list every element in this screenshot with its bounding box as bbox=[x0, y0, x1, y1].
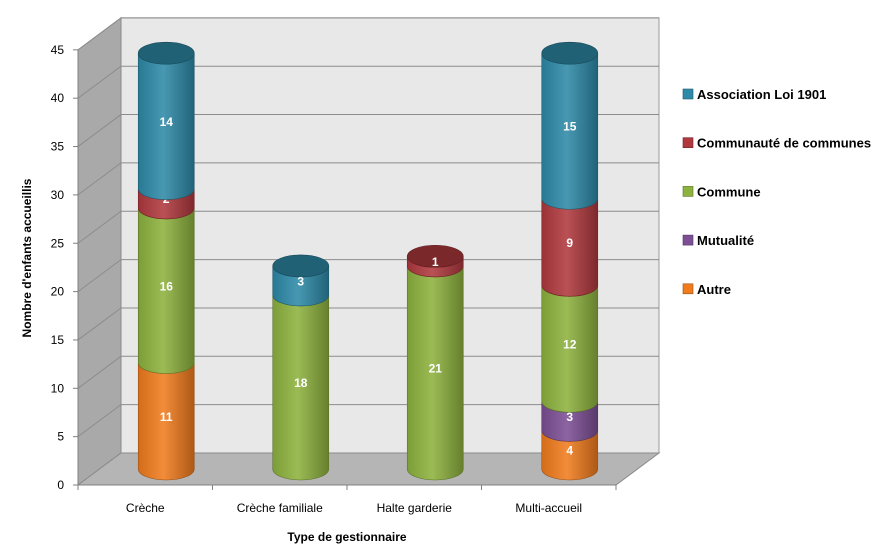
y-tick-label: 40 bbox=[51, 91, 65, 105]
data-label: 1 bbox=[432, 255, 439, 269]
legend-swatch bbox=[682, 186, 694, 197]
data-label: 21 bbox=[429, 361, 443, 375]
gridline bbox=[77, 17, 659, 51]
data-label: 11 bbox=[160, 410, 173, 424]
legend-item-communaute-de-communes: Communauté de communes bbox=[682, 136, 871, 151]
plot-area: 11 16 21 4 18 3 21 1 4 3 12 9 15 bbox=[137, 41, 599, 481]
x-tick-label: Multi-accueil bbox=[515, 501, 582, 515]
gridline bbox=[77, 114, 659, 147]
legend-label: Mutualité bbox=[697, 233, 754, 248]
legend-swatch bbox=[682, 88, 694, 100]
legend-item-commune: Commune bbox=[682, 184, 761, 199]
y-axis: 0 5 10 15 20 25 30 35 40 45 bbox=[51, 43, 79, 492]
x-tick-label: Halte garderie bbox=[377, 501, 453, 515]
data-label: 14 bbox=[160, 115, 174, 129]
bar-halte-garderie-communaute-de-communes-top bbox=[406, 244, 464, 268]
gridline bbox=[77, 404, 659, 438]
bar-creche-familiale-association-loi-1901-top bbox=[272, 254, 330, 278]
legend-label: Commune bbox=[697, 184, 761, 199]
legend-label: Autre bbox=[697, 282, 731, 297]
y-tick-label: 0 bbox=[57, 478, 64, 492]
side-wall bbox=[77, 16, 122, 486]
y-tick-label: 15 bbox=[51, 333, 65, 347]
y-axis-title: Nombre d'enfants accueillis bbox=[20, 178, 34, 337]
legend-item-autre: Autre bbox=[682, 282, 731, 297]
legend-swatch bbox=[682, 234, 694, 246]
y-tick-label: 30 bbox=[51, 188, 65, 202]
x-axis-title: Type de gestionnaire bbox=[287, 530, 406, 544]
gridline bbox=[77, 355, 659, 389]
data-label: 3 bbox=[297, 274, 304, 288]
bar-stack-halte-garderie: 21 1 bbox=[406, 244, 464, 481]
bar-creche-association-loi-1901-top bbox=[137, 41, 195, 65]
legend-item-association-loi-1901: Association Loi 1901 bbox=[682, 87, 826, 102]
y-tick-label: 45 bbox=[51, 43, 65, 57]
x-tick-label: Crèche bbox=[126, 501, 165, 515]
data-label: 15 bbox=[563, 120, 577, 134]
legend-item-mutualite: Mutualité bbox=[682, 233, 754, 248]
legend-swatch bbox=[682, 283, 694, 295]
x-tick-label: Crèche familiale bbox=[237, 501, 323, 515]
y-tick-label: 10 bbox=[51, 381, 65, 395]
data-label: 4 bbox=[566, 444, 573, 458]
legend: Association Loi 1901 Communauté de commun… bbox=[682, 87, 871, 297]
gridline bbox=[77, 210, 659, 244]
data-label: 9 bbox=[566, 236, 573, 250]
legend-label: Association Loi 1901 bbox=[697, 87, 826, 102]
y-tick-label: 35 bbox=[51, 140, 65, 154]
x-axis: Crèche Crèche familiale Halte garderie Mult… bbox=[77, 484, 617, 515]
legend-label: Communauté de communes bbox=[697, 136, 871, 151]
gridlines bbox=[77, 17, 659, 438]
y-tick-label: 25 bbox=[51, 236, 65, 250]
data-label: 18 bbox=[294, 376, 308, 390]
legend-swatch bbox=[682, 137, 694, 148]
data-label: 3 bbox=[566, 410, 573, 424]
gridline bbox=[77, 259, 659, 293]
data-label: 16 bbox=[160, 279, 174, 293]
data-label: 12 bbox=[563, 337, 577, 351]
gridline bbox=[77, 307, 659, 341]
bar-stack-creche: 1116214 bbox=[137, 41, 195, 481]
gridline bbox=[77, 162, 659, 196]
y-tick-label: 5 bbox=[57, 430, 64, 444]
bar-stack-creche-familiale: 18 3 bbox=[272, 254, 330, 481]
gridline bbox=[77, 65, 659, 99]
y-tick-label: 20 bbox=[51, 285, 65, 299]
bar-multi-accueil-association-loi-1901-top bbox=[541, 41, 599, 65]
bar-stack-multi-accueil: 4 3 12 9 15 bbox=[541, 41, 599, 481]
